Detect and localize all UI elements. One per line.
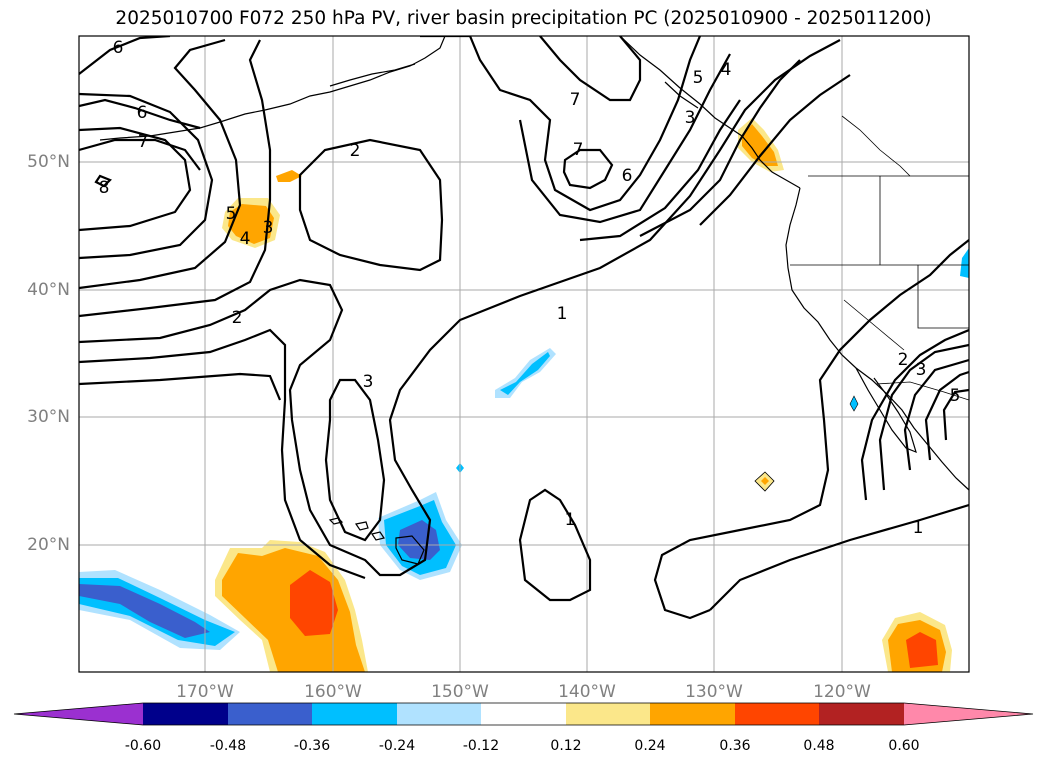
precip-negative-west-core bbox=[79, 584, 210, 638]
contour-label: 4 bbox=[721, 60, 732, 80]
lat-label: 20°N bbox=[27, 535, 70, 555]
contour-label: 1 bbox=[557, 304, 568, 324]
political-borders bbox=[790, 115, 969, 401]
latitude-labels: 50°N 40°N 30°N 20°N bbox=[27, 152, 70, 555]
colorbar-segment bbox=[650, 703, 735, 725]
contour-label: 7 bbox=[573, 140, 584, 160]
precip-shading bbox=[79, 118, 969, 672]
precip-strong-hawaii bbox=[290, 570, 338, 636]
precip-diamond-negative bbox=[849, 395, 859, 412]
lat-label: 50°N bbox=[27, 152, 70, 172]
colorbar-segment bbox=[228, 703, 312, 725]
precip-negative-east bbox=[960, 248, 969, 278]
longitude-labels: 170°W 160°W 150°W 140°W 130°W 120°W bbox=[176, 682, 871, 702]
contour-label: 1 bbox=[565, 510, 576, 530]
colorbar-tick-label: -0.60 bbox=[125, 738, 161, 754]
contour-label: 4 bbox=[240, 229, 251, 249]
lon-label: 170°W bbox=[176, 682, 234, 702]
contour-label: 6 bbox=[113, 38, 124, 58]
precip-positive-north-core bbox=[228, 204, 274, 244]
lon-label: 120°W bbox=[813, 682, 871, 702]
contour-label: 8 bbox=[99, 178, 110, 198]
lat-label: 30°N bbox=[27, 407, 70, 427]
contour-label: 5 bbox=[226, 204, 237, 224]
contour-label: 3 bbox=[263, 218, 274, 238]
lon-label: 140°W bbox=[558, 682, 616, 702]
colorbar-segment bbox=[312, 703, 397, 725]
coastlines bbox=[99, 36, 969, 565]
precip-positive-pnw-core bbox=[742, 124, 778, 166]
colorbar-extend-high bbox=[904, 703, 1033, 725]
contour-label: 6 bbox=[622, 166, 633, 186]
colorbar-tick-label: -0.48 bbox=[210, 738, 246, 754]
colorbar-segment bbox=[735, 703, 819, 725]
colorbar-tick-label: 0.24 bbox=[634, 738, 665, 754]
contour-label: 2 bbox=[350, 141, 361, 161]
lon-label: 150°W bbox=[431, 682, 489, 702]
contour-label: 2 bbox=[232, 308, 243, 328]
contour-label: 5 bbox=[950, 386, 961, 406]
contour-label: 6 bbox=[137, 103, 148, 123]
pv-contours bbox=[79, 36, 969, 620]
precip-positive-small-north bbox=[276, 170, 302, 182]
precip-negative-small-core bbox=[500, 352, 550, 395]
colorbar-tick-label: 0.48 bbox=[803, 738, 834, 754]
colorbar-tick-label: -0.24 bbox=[379, 738, 415, 754]
colorbar-tick-label: 0.36 bbox=[719, 738, 750, 754]
contour-labels: 6 6 7 8 2 5 4 3 2 3 7 7 6 5 4 3 1 1 1 3 … bbox=[99, 38, 961, 538]
colorbar-segment bbox=[819, 703, 904, 725]
map-frame bbox=[78, 35, 970, 673]
colorbar: -0.60 -0.48 -0.36 -0.24 -0.12 0.12 0.24 … bbox=[13, 702, 1034, 754]
colorbar-segment bbox=[397, 703, 481, 725]
colorbar-extend-low bbox=[14, 703, 143, 725]
colorbar-segment bbox=[566, 703, 650, 725]
contour-label: 3 bbox=[685, 108, 696, 128]
contour-label: 1 bbox=[913, 518, 924, 538]
contour-label: 3 bbox=[916, 360, 927, 380]
precip-strong-se bbox=[906, 632, 938, 668]
map-title: 2025010700 F072 250 hPa PV, river basin … bbox=[115, 8, 932, 29]
contour-label: 3 bbox=[363, 372, 374, 392]
colorbar-tick-label: -0.36 bbox=[294, 738, 330, 754]
contour-label: 2 bbox=[898, 350, 909, 370]
lon-label: 160°W bbox=[304, 682, 362, 702]
contour-label: 7 bbox=[138, 132, 149, 152]
lat-label: 40°N bbox=[27, 280, 70, 300]
gridlines bbox=[79, 36, 969, 672]
colorbar-segment bbox=[481, 703, 566, 725]
lon-label: 130°W bbox=[685, 682, 743, 702]
contour-label: 5 bbox=[693, 68, 704, 88]
colorbar-segment bbox=[143, 703, 228, 725]
colorbar-tick-label: 0.60 bbox=[888, 738, 919, 754]
colorbar-tick-label: 0.12 bbox=[550, 738, 581, 754]
contour-label: 7 bbox=[570, 90, 581, 110]
colorbar-tick-label: -0.12 bbox=[463, 738, 499, 754]
